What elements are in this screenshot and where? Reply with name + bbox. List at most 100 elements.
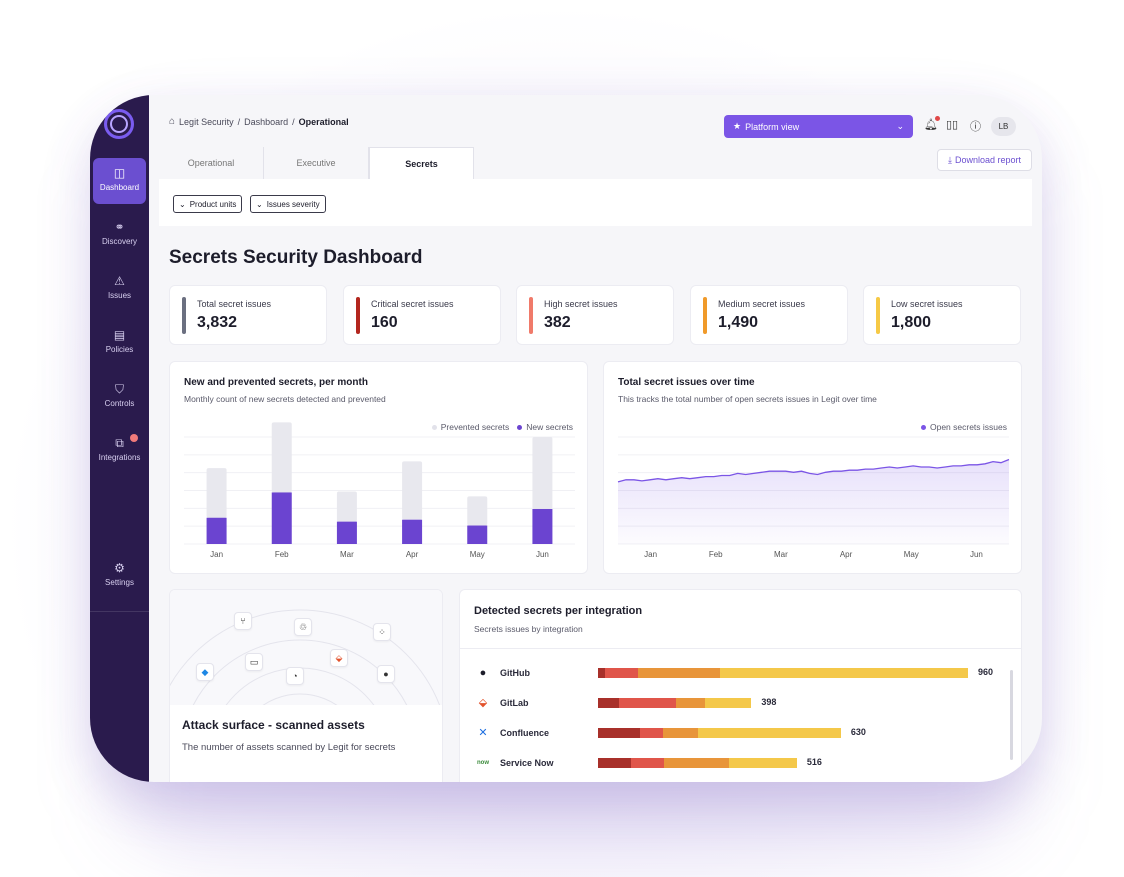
download-report-label: Download report bbox=[954, 155, 1022, 165]
issues-severity-filter[interactable]: ⌄ Issues severity bbox=[250, 195, 326, 213]
sidebar-item-settings[interactable]: ⚙ Settings bbox=[93, 553, 146, 599]
integration-bar bbox=[598, 698, 752, 708]
bar-prevented-apr bbox=[402, 461, 423, 520]
stat-label: Total secret issues bbox=[197, 299, 272, 309]
platform-view-dropdown[interactable]: ★ Platform view ⌄ bbox=[724, 115, 913, 138]
stat-color-bar bbox=[182, 297, 186, 334]
platform-view-label: Platform view bbox=[745, 121, 800, 132]
integration-bar bbox=[598, 728, 841, 738]
bar-new-jun bbox=[532, 508, 553, 544]
github-icon: ● bbox=[479, 667, 487, 679]
x-tick-label: Apr bbox=[406, 550, 419, 559]
stat-label: Medium secret issues bbox=[718, 299, 806, 309]
book-icon[interactable]: ▯▯ bbox=[946, 119, 959, 131]
legend-item-new: New secrets bbox=[517, 422, 573, 432]
confluence-icon: ✕ bbox=[478, 727, 488, 739]
integration-row-confluence[interactable]: ✕ Confluence 630 bbox=[476, 723, 1016, 743]
tab-executive[interactable]: Executive bbox=[264, 147, 369, 179]
integrations-title: Detected secrets per integration bbox=[474, 605, 643, 617]
logo-icon[interactable] bbox=[104, 109, 134, 139]
stat-color-bar bbox=[529, 297, 533, 334]
sidebar-item-integrations[interactable]: ⧉ Integrations bbox=[93, 428, 146, 474]
bar-segment bbox=[618, 698, 676, 708]
breadcrumb-dashboard[interactable]: Dashboard bbox=[244, 116, 289, 127]
sidebar-item-controls[interactable]: ⛉ Controls bbox=[93, 374, 146, 420]
series-line-open-issues bbox=[617, 458, 1010, 483]
stat-label: Low secret issues bbox=[891, 299, 963, 309]
badge-icon: ◔ bbox=[286, 667, 304, 685]
breadcrumb-legit-security[interactable]: Legit Security bbox=[179, 116, 234, 127]
x-tick-label: Feb bbox=[709, 550, 723, 559]
filter-label: Product units bbox=[189, 199, 237, 209]
breadcrumb-current: Operational bbox=[298, 116, 349, 127]
integration-bar bbox=[598, 758, 797, 768]
integration-name: Confluence bbox=[500, 728, 550, 738]
filter-label: Issues severity bbox=[266, 199, 320, 209]
tab-operational[interactable]: Operational bbox=[159, 147, 264, 179]
breadcrumb-separator: / bbox=[292, 116, 295, 127]
sidebar: ◫ Dashboard ⚭ Discovery ⚠ Issues ▤ Polic… bbox=[90, 95, 149, 782]
avatar[interactable]: LB bbox=[991, 117, 1016, 136]
tab-secrets[interactable]: Secrets bbox=[369, 147, 474, 179]
stat-card-total: Total secret issues 3,832 bbox=[169, 285, 327, 345]
legend-item-prevented: Prevented secrets bbox=[431, 422, 509, 432]
recycle-icon: ♲ bbox=[294, 618, 312, 636]
product-units-filter[interactable]: ⌄ Product units bbox=[173, 195, 243, 213]
bar-segment bbox=[598, 758, 631, 768]
divider bbox=[460, 648, 1021, 649]
scrollbar[interactable] bbox=[1010, 670, 1013, 760]
page-title: Secrets Security Dashboard bbox=[169, 247, 423, 268]
cluster-icon: ⁘ bbox=[373, 623, 391, 641]
sidebar-item-discovery[interactable]: ⚭ Discovery bbox=[93, 212, 146, 258]
bar-prevented-jan bbox=[206, 468, 227, 518]
chart-subtitle: Monthly count of new secrets detected an… bbox=[184, 394, 386, 404]
stat-value: 1,490 bbox=[718, 314, 759, 331]
sidebar-item-label: Policies bbox=[105, 345, 134, 354]
bar-prevented-feb bbox=[271, 422, 292, 493]
chevron-down-icon: ⌄ bbox=[256, 199, 263, 209]
integration-value: 630 bbox=[850, 727, 866, 737]
integration-row-servicenow[interactable]: now Service Now 516 bbox=[476, 753, 1016, 773]
dashboard-icon: ◫ bbox=[113, 166, 126, 180]
stat-value: 3,832 bbox=[197, 314, 238, 331]
bar-segment bbox=[639, 728, 663, 738]
app-window: ◫ Dashboard ⚭ Discovery ⚠ Issues ▤ Polic… bbox=[90, 95, 1042, 782]
bar-segment bbox=[598, 698, 619, 708]
branch-icon: ⑂ bbox=[234, 612, 252, 630]
jira-icon: ◆ bbox=[196, 663, 214, 681]
bar-new-mar bbox=[336, 521, 357, 544]
bar-new-feb bbox=[271, 492, 292, 544]
policies-icon: ▤ bbox=[113, 328, 126, 342]
bar-new-jan bbox=[206, 517, 227, 544]
sidebar-item-label: Discovery bbox=[101, 237, 138, 246]
integrations-icon: ⧉ bbox=[115, 436, 124, 450]
github-icon: ● bbox=[377, 665, 395, 683]
stat-value: 160 bbox=[371, 314, 398, 331]
window-icon: ▭ bbox=[245, 653, 263, 671]
stat-label: High secret issues bbox=[544, 299, 618, 309]
help-icon[interactable]: ⓘ bbox=[970, 121, 981, 133]
integration-row-github[interactable]: ● GitHub 960 bbox=[476, 663, 1016, 683]
x-tick-label: Jan bbox=[210, 550, 223, 559]
sidebar-divider bbox=[90, 611, 149, 612]
warning-icon: ⚠ bbox=[114, 274, 125, 288]
sidebar-item-dashboard[interactable]: ◫ Dashboard bbox=[93, 158, 146, 204]
sidebar-item-label: Dashboard bbox=[99, 183, 140, 192]
sidebar-item-policies[interactable]: ▤ Policies bbox=[93, 320, 146, 366]
bell-icon[interactable]: 🔔︎ bbox=[924, 116, 940, 131]
home-icon[interactable]: ⌂ bbox=[169, 116, 176, 127]
stat-card-low: Low secret issues 1,800 bbox=[863, 285, 1021, 345]
chart-legend: Open secrets issues bbox=[920, 422, 1007, 432]
legend-item-open: Open secrets issues bbox=[920, 422, 1007, 432]
integration-row-gitlab[interactable]: ⬙ GitLab 398 bbox=[476, 693, 1016, 713]
x-tick-label: May bbox=[470, 550, 485, 559]
integration-bar bbox=[598, 668, 968, 678]
bar-segment bbox=[598, 668, 605, 678]
sidebar-item-issues[interactable]: ⚠ Issues bbox=[93, 266, 146, 312]
sidebar-item-label: Issues bbox=[107, 291, 132, 300]
download-report-button[interactable]: ⤓ Download report bbox=[937, 149, 1032, 171]
bar-segment bbox=[662, 728, 698, 738]
stat-card-medium: Medium secret issues 1,490 bbox=[690, 285, 848, 345]
attack-surface-subtitle: The number of assets scanned by Legit fo… bbox=[182, 742, 396, 753]
